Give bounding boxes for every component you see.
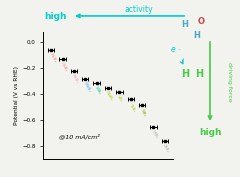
Text: NbB₂: NbB₂ xyxy=(105,90,114,102)
Text: ZrB₂: ZrB₂ xyxy=(162,144,170,154)
Y-axis label: Potential (V vs RHE): Potential (V vs RHE) xyxy=(14,66,19,125)
Text: high: high xyxy=(44,12,66,21)
Text: H: H xyxy=(193,31,200,40)
Text: e: e xyxy=(170,45,175,54)
Text: TaB₂: TaB₂ xyxy=(128,102,136,112)
Text: TiB₂: TiB₂ xyxy=(139,107,147,117)
Text: HfB₂: HfB₂ xyxy=(150,129,159,140)
Text: ⁻: ⁻ xyxy=(177,50,180,55)
Text: OsB₂: OsB₂ xyxy=(60,62,68,73)
Text: @10 mA/cm²: @10 mA/cm² xyxy=(59,133,100,139)
Text: ReB₂: ReB₂ xyxy=(71,73,80,84)
Text: H: H xyxy=(195,69,203,79)
Text: WB₂: WB₂ xyxy=(94,85,102,95)
Text: MoB₂: MoB₂ xyxy=(82,81,91,93)
Text: high: high xyxy=(199,128,221,137)
Text: H: H xyxy=(181,69,189,79)
Text: O: O xyxy=(198,17,205,26)
Text: activity: activity xyxy=(125,5,154,14)
Text: VB₂: VB₂ xyxy=(116,94,124,103)
Text: RuB₂: RuB₂ xyxy=(48,53,57,64)
Text: H: H xyxy=(181,20,188,29)
Text: driving force: driving force xyxy=(227,62,232,101)
